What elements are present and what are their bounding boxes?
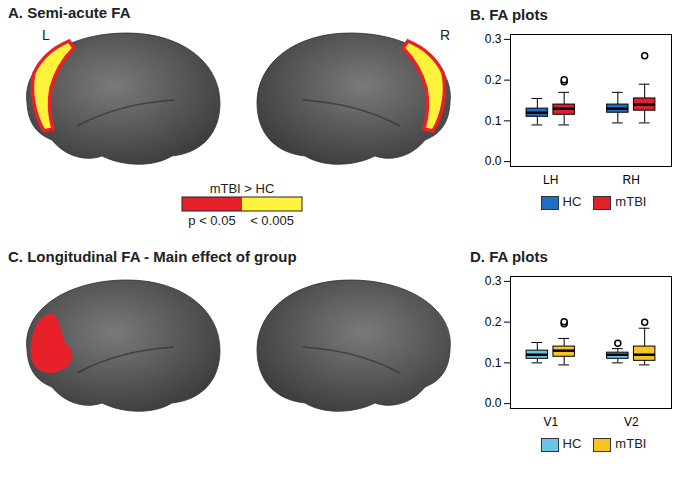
svg-text:0.0: 0.0 bbox=[485, 154, 502, 168]
svg-text:0.3: 0.3 bbox=[485, 32, 502, 46]
html-text:mTBI: mTBI bbox=[615, 436, 647, 451]
svg-text:RH: RH bbox=[623, 173, 640, 187]
svg-text:V1: V1 bbox=[543, 415, 558, 429]
svg-text:C. Longitudinal FA - Main effe: C. Longitudinal FA - Main effect of grou… bbox=[8, 248, 297, 265]
svg-text:0.2: 0.2 bbox=[485, 315, 502, 329]
svg-text:0.0: 0.0 bbox=[485, 396, 502, 410]
svg-text:0.1: 0.1 bbox=[485, 114, 502, 128]
svg-text:mTBI > HC: mTBI > HC bbox=[210, 181, 275, 196]
html-text:mTBI: mTBI bbox=[615, 194, 647, 209]
svg-text:0.2: 0.2 bbox=[485, 73, 502, 87]
svg-text:LH: LH bbox=[543, 173, 558, 187]
html-text:B. FA plots: B. FA plots bbox=[470, 6, 548, 23]
svg-text:p < 0.05: p < 0.05 bbox=[188, 213, 235, 228]
svg-text:A. Semi-acute FA: A. Semi-acute FA bbox=[8, 4, 131, 21]
svg-text:< 0.005: < 0.005 bbox=[250, 213, 294, 228]
html-text:D. FA plots: D. FA plots bbox=[470, 248, 548, 265]
svg-text:V2: V2 bbox=[624, 415, 639, 429]
html-text:HC: HC bbox=[562, 436, 582, 451]
svg-text:0.3: 0.3 bbox=[485, 274, 502, 288]
svg-text:R: R bbox=[440, 27, 450, 43]
svg-text:0.1: 0.1 bbox=[485, 356, 502, 370]
html-text:HC: HC bbox=[562, 194, 582, 209]
svg-text:L: L bbox=[42, 27, 50, 43]
